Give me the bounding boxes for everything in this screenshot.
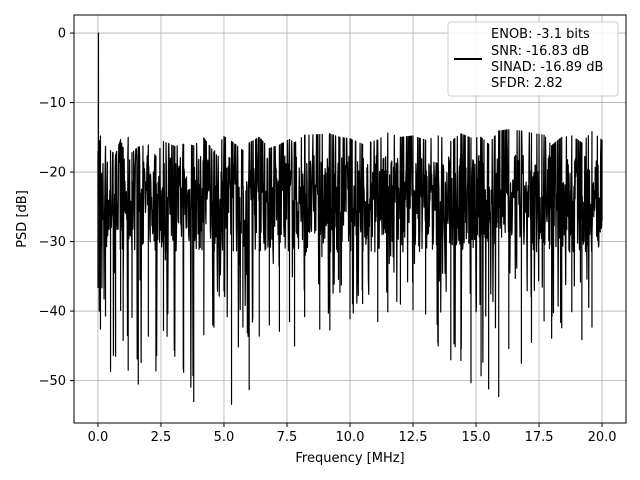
y-tick-label: −20 (39, 166, 66, 181)
psd-series-line (97, 32, 603, 405)
x-tick-label: 0.0 (88, 430, 109, 445)
legend-sfdr: SFDR: 2.82 (491, 76, 563, 91)
x-tick-label: 2.5 (151, 430, 172, 445)
y-tick-label: 0 (58, 27, 66, 42)
plot-data (97, 32, 603, 405)
legend-sinad: SINAD: -16.89 dB (491, 60, 603, 75)
y-tick-label: −50 (39, 374, 66, 389)
legend-enob: ENOB: -3.1 bits (491, 27, 590, 42)
legend-snr: SNR: -16.83 dB (491, 44, 589, 59)
legend: ENOB: -3.1 bits SNR: -16.83 dB SINAD: -1… (447, 21, 619, 97)
y-tick-label: −30 (39, 235, 66, 250)
x-tick-label: 17.5 (525, 430, 554, 445)
y-axis-label: PSD [dB] (15, 190, 30, 248)
x-tick-label: 5.0 (214, 430, 235, 445)
x-tick-label: 12.5 (399, 430, 428, 445)
y-tick-label: −10 (39, 96, 66, 111)
x-tick-label: 15.0 (462, 430, 491, 445)
x-axis-label: Frequency [MHz] (295, 451, 404, 466)
axis-ticks: 0.0 2.5 5.0 7.5 10.0 12.5 15.0 17.5 20.0 0 −10 −20 −… (39, 27, 617, 445)
x-tick-label: 7.5 (277, 430, 298, 445)
x-tick-label: 10.0 (336, 430, 365, 445)
y-tick-label: −40 (39, 305, 66, 320)
legend-box (447, 21, 619, 97)
x-tick-label: 20.0 (588, 430, 617, 445)
